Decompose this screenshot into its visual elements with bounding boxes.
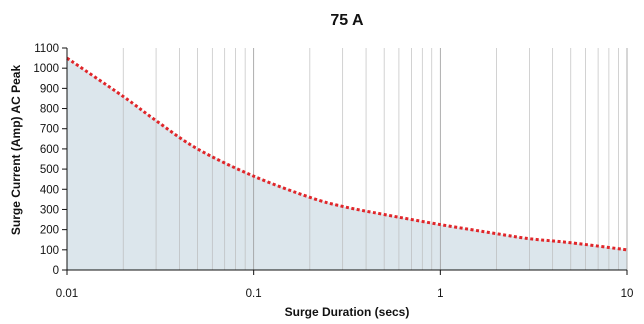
x-axis-title: Surge Duration (secs) <box>285 305 410 319</box>
y-tick-label: 200 <box>40 225 59 237</box>
chart-title: 75 A <box>330 12 364 29</box>
area-layer <box>67 58 627 271</box>
y-tick-label: 800 <box>40 104 59 116</box>
y-tick-label: 700 <box>40 124 59 136</box>
y-tick-label: 1100 <box>34 43 59 55</box>
x-tick-label: 10 <box>621 288 634 300</box>
y-tick-label: 100 <box>40 245 59 257</box>
y-tick-label: 600 <box>40 144 59 156</box>
x-tick-labels: 0.01 0.1 1 10 <box>56 288 634 300</box>
y-tick-labels: 0 100 200 300 400 500 600 700 800 900 1000 1100 <box>33 43 59 277</box>
series-line <box>66 56 628 252</box>
y-tick-label: 400 <box>40 184 59 196</box>
y-tick-label: 1000 <box>33 63 59 75</box>
line-layer <box>66 56 628 252</box>
y-tick-label: 900 <box>40 83 59 95</box>
y-tick-label: 500 <box>40 164 59 176</box>
y-tick-label: 300 <box>40 204 59 216</box>
grid-layer <box>122 48 628 270</box>
axis-layer <box>62 47 628 275</box>
y-tick-label: 0 <box>53 265 59 277</box>
x-tick-label: 1 <box>437 288 443 300</box>
y-axis-title: Surge Current (Amp) AC Peak <box>9 65 23 236</box>
x-tick-label: 0.01 <box>56 288 78 300</box>
area-fill <box>67 58 627 271</box>
x-tick-label: 0.1 <box>246 288 262 300</box>
